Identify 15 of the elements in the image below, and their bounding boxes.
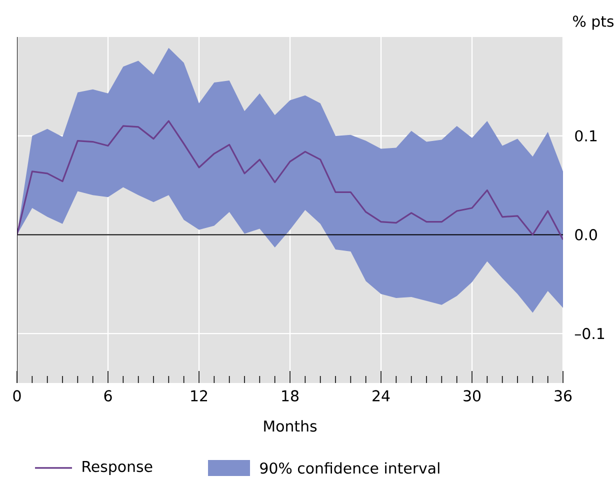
y-tick-label: 0.0 [575,229,597,240]
x-tick-label: 12 [191,390,208,402]
x-axis-title: Months [264,420,317,432]
x-tick-label: 6 [104,390,112,402]
line-series [17,120,564,240]
y-axis-title: % pts [573,16,614,30]
y-tick-label: –0.1 [574,328,604,340]
x-tick-label: 30 [464,390,481,402]
legend-label: Response [82,460,152,475]
x-tick-label: 24 [372,390,390,402]
x-tick-label: 36 [554,390,572,402]
x-tick-label: 0 [13,390,21,402]
text: 90% confidence interval [260,462,440,474]
y-tick-label: 0.1 [575,130,597,142]
x-tick-label: 18 [282,390,298,402]
